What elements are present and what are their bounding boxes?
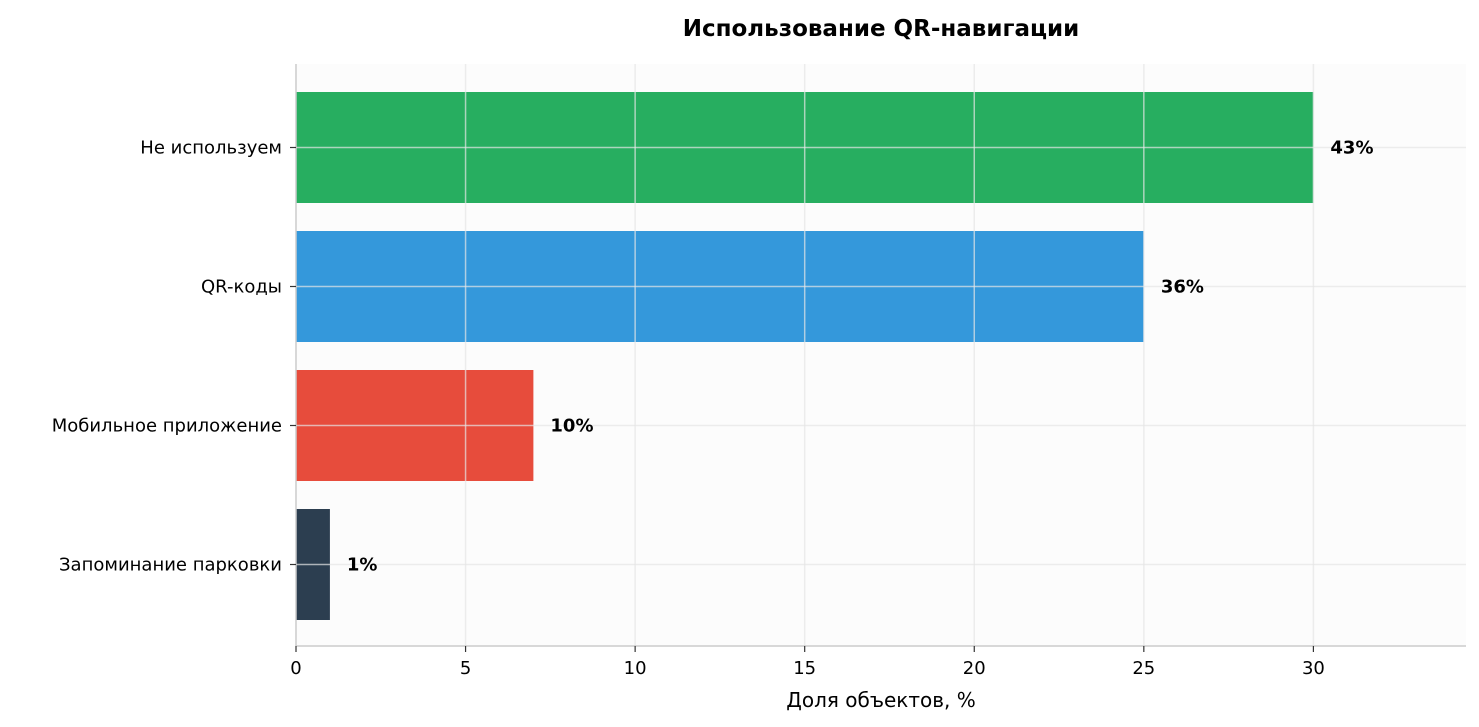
category-label: QR-коды <box>201 277 282 298</box>
x-tick-label: 30 <box>1302 658 1325 679</box>
category-gridlines <box>296 146 1466 566</box>
x-tick-label: 15 <box>793 658 816 679</box>
value-gridlines <box>464 64 1315 646</box>
data-labels: 43% 36% 10% 1% <box>347 138 1374 576</box>
data-label: 43% <box>1330 138 1373 159</box>
x-tick-label: 10 <box>624 658 647 679</box>
category-label: Запоминание парковки <box>59 555 282 576</box>
x-tick-label: 5 <box>460 658 471 679</box>
data-label: 10% <box>550 416 593 437</box>
x-tick-label: 20 <box>963 658 986 679</box>
x-axis-label: Доля объектов, % <box>786 688 976 712</box>
y-ticks: Не используем QR-коды Мобильное приложение… <box>52 138 296 576</box>
data-label: 1% <box>347 555 378 576</box>
category-label: Мобильное приложение <box>52 416 282 437</box>
x-ticks: 0 5 10 15 20 25 30 <box>290 646 1325 679</box>
data-label: 36% <box>1161 277 1204 298</box>
chart-title: Использование QR-навигации <box>683 16 1080 42</box>
x-tick-label: 0 <box>290 658 301 679</box>
category-label: Не используем <box>140 138 282 159</box>
x-tick-label: 25 <box>1132 658 1155 679</box>
